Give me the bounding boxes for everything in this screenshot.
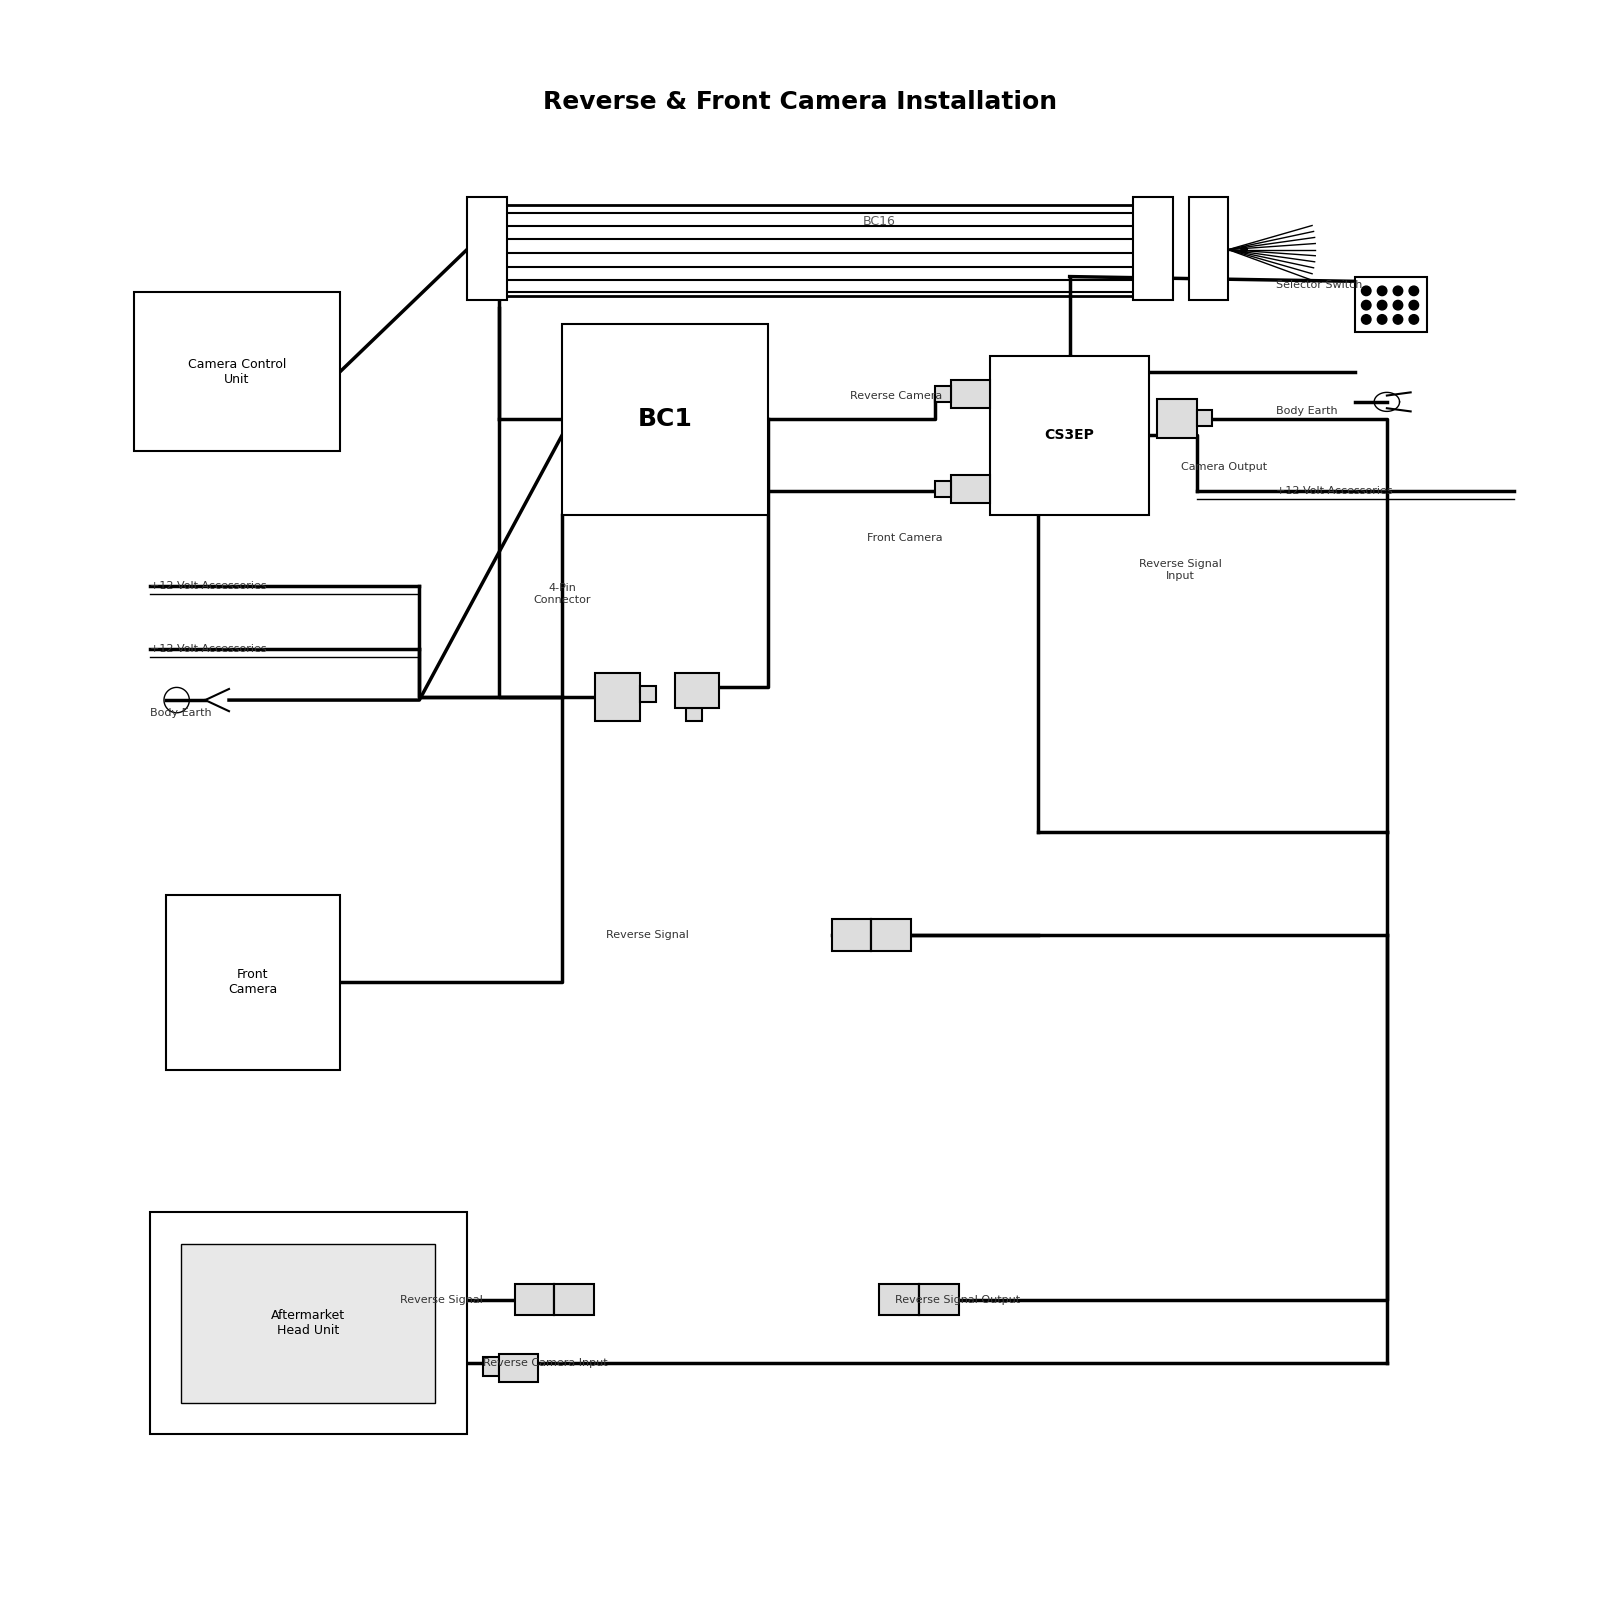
Circle shape: [1394, 301, 1403, 310]
Text: Reverse Signal: Reverse Signal: [606, 930, 690, 939]
Bar: [934, 482, 950, 498]
Text: CS3EP: CS3EP: [1045, 429, 1094, 442]
Bar: [1189, 197, 1229, 301]
Bar: [150, 1213, 467, 1435]
Text: BC1: BC1: [638, 408, 693, 432]
Text: Reverse Signal Output: Reverse Signal Output: [894, 1294, 1021, 1304]
Circle shape: [1362, 301, 1371, 310]
Bar: [950, 475, 990, 504]
Text: Camera Control
Unit: Camera Control Unit: [187, 358, 286, 386]
Bar: [515, 1283, 554, 1315]
Bar: [499, 1354, 538, 1382]
Text: Front Camera: Front Camera: [867, 533, 942, 544]
Text: +12 Volt Accessories: +12 Volt Accessories: [1275, 486, 1392, 496]
Circle shape: [1378, 315, 1387, 325]
Bar: [640, 686, 656, 702]
Circle shape: [1362, 286, 1371, 296]
Bar: [880, 1283, 918, 1315]
Text: Body Earth: Body Earth: [150, 707, 211, 718]
Text: BC16: BC16: [862, 214, 896, 227]
Bar: [1157, 398, 1197, 438]
Bar: [1355, 277, 1427, 333]
Circle shape: [1410, 286, 1419, 296]
Circle shape: [1394, 315, 1403, 325]
Bar: [595, 674, 640, 720]
Bar: [675, 674, 718, 709]
Bar: [934, 386, 950, 402]
Circle shape: [1378, 301, 1387, 310]
Circle shape: [1362, 315, 1371, 325]
Circle shape: [1410, 315, 1419, 325]
Text: Reverse Signal
Input: Reverse Signal Input: [1139, 560, 1222, 581]
Bar: [554, 1283, 594, 1315]
Circle shape: [1378, 286, 1387, 296]
Circle shape: [1242, 246, 1248, 253]
Text: Selector Switch: Selector Switch: [1275, 280, 1362, 290]
Bar: [165, 894, 341, 1070]
Bar: [562, 325, 768, 515]
Circle shape: [1410, 301, 1419, 310]
Text: Camera Output: Camera Output: [1181, 462, 1267, 472]
Text: Reverse Camera Input: Reverse Camera Input: [483, 1358, 608, 1368]
Text: +12 Volt Accessories: +12 Volt Accessories: [150, 645, 266, 654]
Text: Front
Camera: Front Camera: [229, 968, 277, 997]
Bar: [918, 1283, 958, 1315]
Text: Reverse Camera: Reverse Camera: [851, 390, 942, 400]
Bar: [134, 293, 341, 451]
Bar: [832, 918, 872, 950]
Bar: [1197, 410, 1213, 426]
Bar: [686, 709, 702, 720]
Text: Aftermarket
Head Unit: Aftermarket Head Unit: [272, 1309, 346, 1338]
Bar: [467, 197, 507, 301]
Bar: [483, 1357, 499, 1376]
Text: Reverse Signal: Reverse Signal: [400, 1294, 483, 1304]
Text: 4-Pin
Connector: 4-Pin Connector: [533, 582, 590, 605]
Text: Body Earth: Body Earth: [1275, 406, 1338, 416]
Bar: [990, 355, 1149, 515]
Bar: [872, 918, 910, 950]
Bar: [950, 379, 990, 408]
Text: Reverse & Front Camera Installation: Reverse & Front Camera Installation: [542, 90, 1058, 114]
Circle shape: [1394, 286, 1403, 296]
Bar: [181, 1245, 435, 1403]
Bar: [1133, 197, 1173, 301]
Text: +12 Volt Accessories: +12 Volt Accessories: [150, 581, 266, 590]
